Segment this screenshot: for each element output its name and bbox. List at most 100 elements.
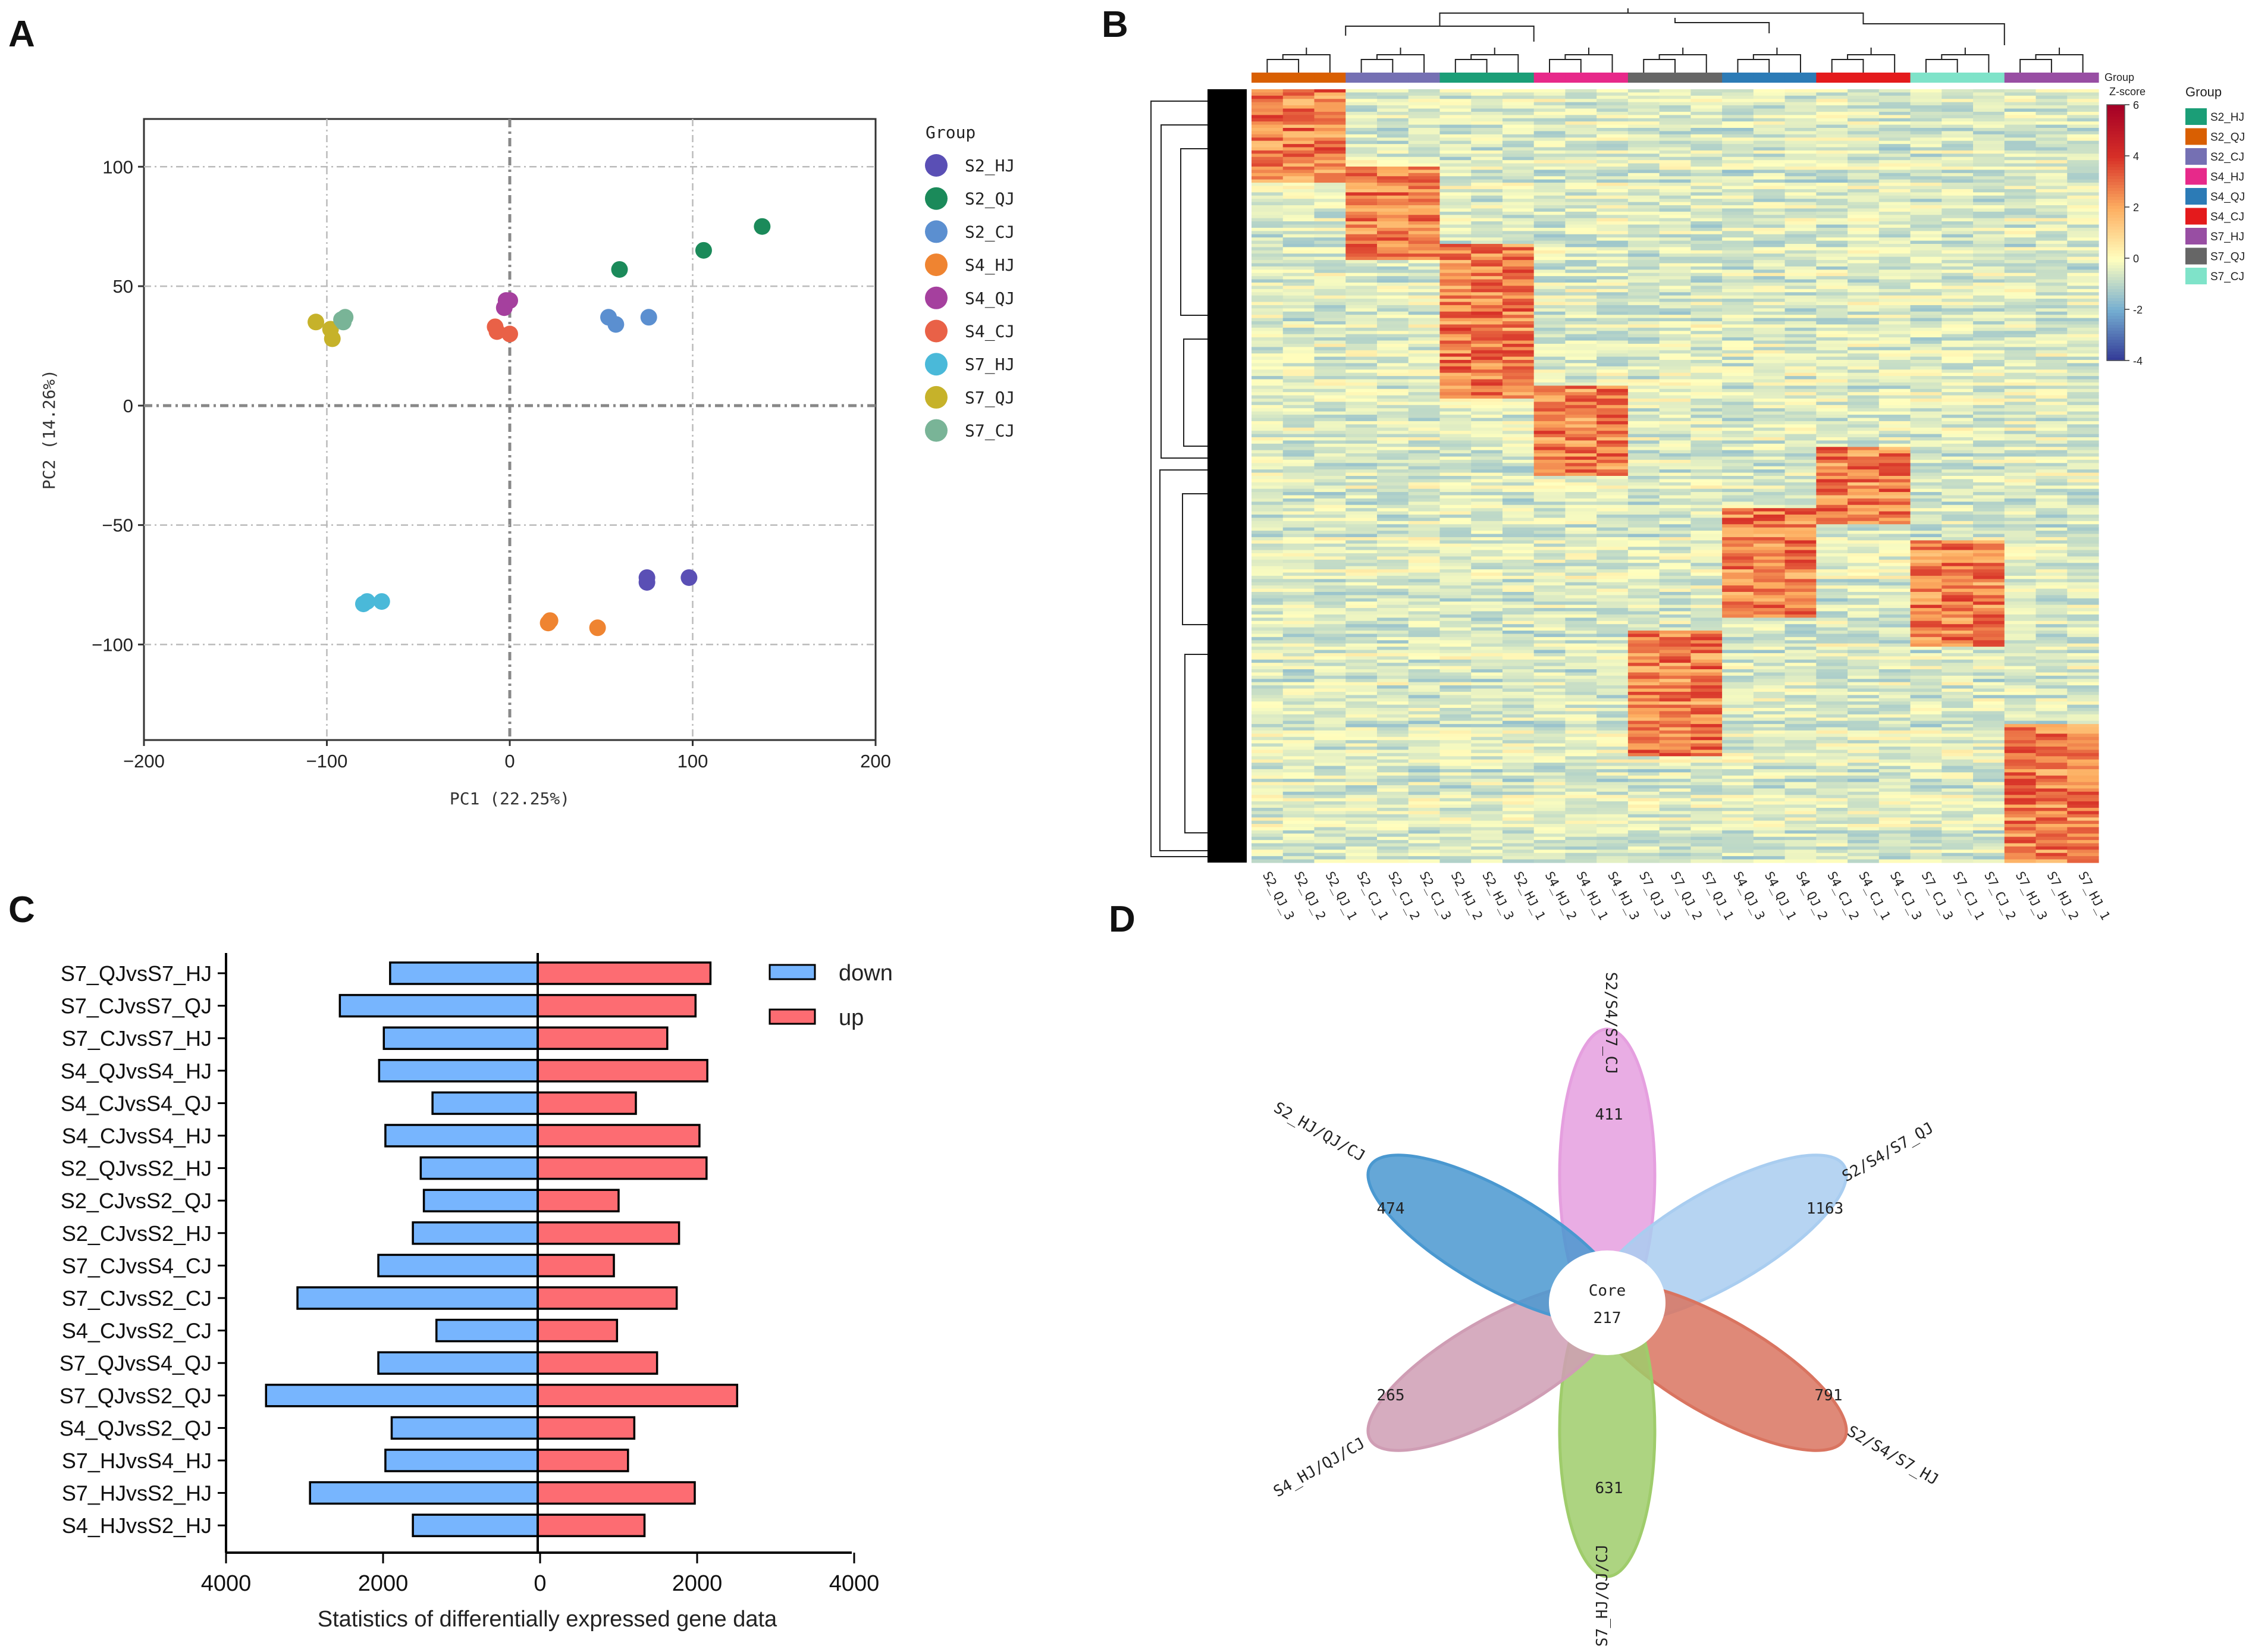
heatmap-cell (1282, 308, 1315, 312)
heatmap-cell (1784, 260, 1817, 264)
heatmap-cell (1848, 176, 1880, 180)
heatmap-cell (1627, 353, 1660, 358)
heatmap-cell (1502, 108, 1535, 112)
heatmap-cell (2004, 617, 2037, 622)
heatmap-cell (1471, 334, 1503, 338)
heatmap-cell (1282, 292, 1315, 296)
heatmap-cell (1942, 595, 1974, 599)
heatmap-cell (1252, 405, 1284, 409)
heatmap-cell (1722, 144, 1754, 148)
heatmap-cell (1878, 311, 1911, 315)
heatmap-cell (1408, 624, 1441, 628)
row-dendrogram (1150, 89, 1247, 863)
heatmap-cell (1878, 437, 1911, 441)
heatmap-cell (1722, 582, 1754, 586)
heatmap-cell (1408, 327, 1441, 331)
heatmap-cell (1816, 663, 1848, 667)
heatmap-cell (1690, 611, 1723, 615)
heatmap-cell (1471, 208, 1503, 212)
heatmap-cell (1690, 563, 1723, 567)
heatmap-cell (1848, 399, 1880, 403)
heatmap-cell (1345, 624, 1378, 628)
heatmap-cell (1942, 402, 1974, 406)
heatmap-cell (1722, 195, 1754, 199)
heatmap-cell (1816, 376, 1848, 380)
heatmap-cell (1439, 524, 1472, 528)
heatmap-cell (1816, 279, 1848, 283)
heatmap-cell (2067, 366, 2099, 370)
heatmap-cell (1314, 131, 1346, 135)
heatmap-cell (1659, 205, 1691, 209)
heatmap-cell (2004, 340, 2037, 344)
heatmap-cell (1722, 170, 1754, 174)
heatmap-cell (1690, 202, 1723, 206)
heatmap-cell (1753, 340, 1786, 344)
heatmap-cell (1565, 205, 1597, 209)
heatmap-cell (2067, 118, 2099, 122)
heatmap-cell (1973, 108, 2005, 112)
heatmap-cell (1345, 531, 1378, 535)
heatmap-cell (1597, 482, 1629, 486)
heatmap-cell (1282, 556, 1315, 560)
heatmap-cell (1314, 379, 1346, 383)
heatmap-cell (2067, 266, 2099, 270)
heatmap-cell (1627, 566, 1660, 570)
heatmap-cell (1533, 308, 1566, 312)
heatmap-cell (1910, 340, 1942, 344)
heatmap-cell (1408, 476, 1441, 480)
heatmap-cell (1784, 369, 1817, 374)
heatmap-cell (2004, 186, 2037, 190)
heatmap-cell (2067, 518, 2099, 522)
heatmap-cell (1722, 647, 1754, 651)
heatmap-cell (1597, 276, 1629, 280)
heatmap-cell (1597, 659, 1629, 663)
heatmap-cell (1565, 192, 1597, 196)
heatmap-cell (1690, 437, 1723, 441)
heatmap-cell (1439, 131, 1472, 135)
heatmap-cell (1816, 331, 1848, 335)
heatmap-cell (1565, 256, 1597, 261)
heatmap-cell (1565, 511, 1597, 515)
heatmap-cell (1314, 643, 1346, 647)
heatmap-cell (1848, 443, 1880, 447)
heatmap-cell (1252, 521, 1284, 525)
heatmap-cell (1408, 170, 1441, 174)
heatmap-cell (1690, 179, 1723, 183)
heatmap-cell (1753, 559, 1786, 563)
heatmap-cell (1848, 369, 1880, 374)
heatmap-cell (1848, 598, 1880, 602)
heatmap-cell (1753, 128, 1786, 132)
heatmap-cell (1973, 234, 2005, 238)
heatmap-cell (1784, 128, 1817, 132)
heatmap-cell (2035, 263, 2068, 267)
heatmap-cell (1973, 350, 2005, 354)
heatmap-cell (2004, 447, 2037, 451)
heatmap-cell (1408, 524, 1441, 528)
heatmap-cell (1282, 579, 1315, 583)
heatmap-cell (1471, 601, 1503, 606)
heatmap-cell (1753, 205, 1786, 209)
heatmap-cell (1848, 324, 1880, 328)
heatmap-cell (1753, 504, 1786, 509)
heatmap-cell (1627, 643, 1660, 647)
heatmap-cell (1659, 504, 1691, 509)
heatmap-cell (1376, 269, 1409, 274)
heatmap-cell (1722, 376, 1754, 380)
heatmap-cell (1345, 608, 1378, 612)
heatmap-cell (2067, 598, 2099, 602)
heatmap-cell (1565, 572, 1597, 576)
heatmap-cell (1376, 485, 1409, 490)
heatmap-cell (1533, 144, 1566, 148)
heatmap-cell (1345, 183, 1378, 187)
heatmap-cell (1973, 150, 2005, 154)
heatmap-cell (1533, 227, 1566, 231)
heatmap-cell (1627, 283, 1660, 287)
pca-legend-swatch (925, 419, 948, 442)
heatmap-cell (1973, 550, 2005, 554)
heatmap-cell (1376, 253, 1409, 258)
heatmap-cell (1533, 647, 1566, 651)
heatmap-cell (1848, 563, 1880, 567)
heatmap-cell (2067, 456, 2099, 460)
heatmap-cell (1408, 547, 1441, 551)
heatmap-cell (1848, 221, 1880, 225)
